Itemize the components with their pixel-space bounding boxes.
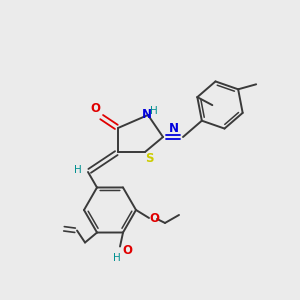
Text: N: N <box>142 107 152 121</box>
Text: H: H <box>113 253 121 262</box>
Text: H: H <box>150 106 158 116</box>
Text: O: O <box>122 244 132 257</box>
Text: S: S <box>145 152 153 166</box>
Text: O: O <box>90 101 100 115</box>
Text: N: N <box>169 122 179 136</box>
Text: H: H <box>74 165 82 175</box>
Text: O: O <box>149 212 159 226</box>
